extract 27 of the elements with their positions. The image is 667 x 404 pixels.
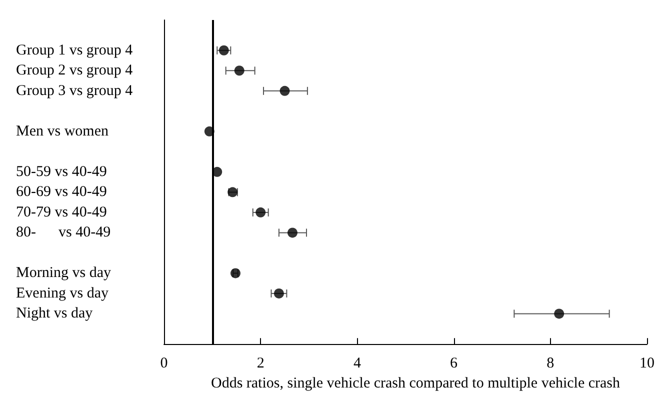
y-tick-label: 80- vs 40-49	[16, 224, 111, 241]
y-tick-label: Group 2 vs group 4	[16, 62, 134, 79]
point	[230, 268, 240, 278]
point	[218, 45, 229, 56]
point	[554, 308, 564, 319]
x-tick-label: 10	[640, 356, 654, 372]
x-tick-label: 6	[450, 356, 458, 372]
x-tick-label: 0	[160, 356, 168, 372]
point	[287, 228, 298, 238]
point	[274, 288, 284, 298]
y-tick-label: 50-59 vs 40-49	[16, 164, 107, 180]
x-tick-label: 4	[353, 356, 362, 372]
point	[204, 126, 214, 136]
y-tick-label: 60-69 vs 40-49	[16, 184, 107, 200]
x-axis-title: Odds ratios, single vehicle crash compared to multiple vehicle crash	[210, 376, 621, 392]
point	[280, 86, 290, 96]
point	[234, 66, 244, 76]
y-tick-label: Group 1 vs group 4	[16, 42, 134, 58]
x-tick-label: 8	[546, 356, 554, 372]
y-tick-label: Group 3 vs group 4	[16, 82, 134, 99]
x-tick-label: 2	[256, 356, 264, 372]
y-tick-label: Evening vs day	[16, 285, 109, 302]
y-tick-label: 70-79 vs 40-49	[16, 204, 107, 220]
y-tick-label: Men vs women	[16, 123, 109, 140]
point	[256, 207, 266, 218]
y-tick-label: Morning vs day	[16, 265, 112, 282]
y-tick-label: Night vs day	[16, 306, 94, 322]
